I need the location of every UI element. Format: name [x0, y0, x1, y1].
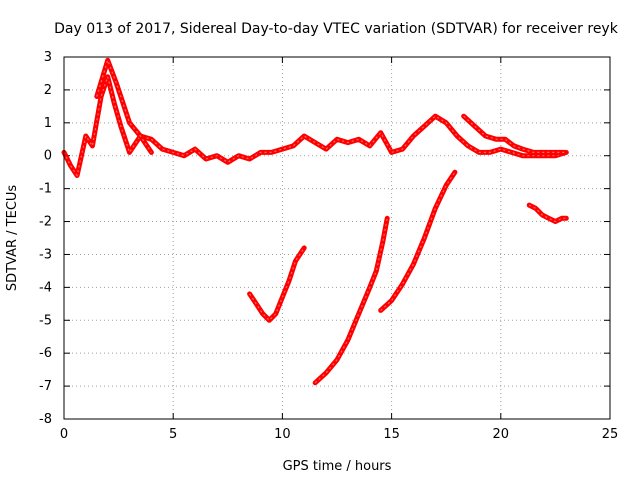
x-tick-label: 20 [493, 427, 510, 442]
y-tick-label: -6 [39, 346, 52, 361]
series-arc-21-3h [526, 202, 569, 224]
y-tick-label: 1 [44, 116, 52, 131]
series-upper-branch-2-texture [463, 115, 565, 153]
chart-title: Day 013 of 2017, Sidereal Day-to-day VTE… [54, 21, 619, 37]
y-axis-label: SDTVAR / TECUs [5, 185, 20, 292]
series-arc-11-5h [312, 215, 390, 386]
series-upper-branch-1-texture [96, 58, 152, 153]
x-axis-label: GPS time / hours [283, 459, 392, 474]
y-tick-label: -4 [39, 280, 52, 295]
y-tick-label: -3 [39, 247, 52, 262]
series-arc-14-5h-texture [380, 171, 456, 311]
y-tick-label: -8 [39, 412, 52, 427]
series-near-zero-band-texture [63, 74, 567, 178]
series-near-zero-band [61, 74, 569, 178]
y-tick-label: -1 [39, 182, 52, 197]
y-tick-label: 2 [44, 83, 52, 98]
tick-labels: 0 5 10 15 20 25 -8 -7 -6 -5 -4 -3 -2 -1 0 1 2 3 [39, 50, 618, 442]
x-tick-label: 5 [169, 427, 177, 442]
y-tick-label: 0 [44, 149, 52, 164]
axis-ticks [63, 56, 611, 420]
x-tick-label: 10 [274, 427, 291, 442]
series-upper-branch-2 [461, 113, 567, 155]
x-tick-label: 0 [60, 427, 68, 442]
x-tick-label: 15 [383, 427, 400, 442]
series-arc-11-5h-texture [314, 218, 388, 384]
grid-lines [64, 57, 610, 419]
y-tick-label: -7 [39, 379, 52, 394]
x-tick-label: 25 [602, 427, 619, 442]
y-tick-label: -5 [39, 313, 52, 328]
series-arc-8-5h-texture [249, 247, 305, 322]
series-group [61, 57, 569, 386]
y-tick-label: -2 [39, 215, 52, 230]
plot-frame [63, 56, 611, 420]
y-tick-label: 3 [44, 50, 52, 65]
